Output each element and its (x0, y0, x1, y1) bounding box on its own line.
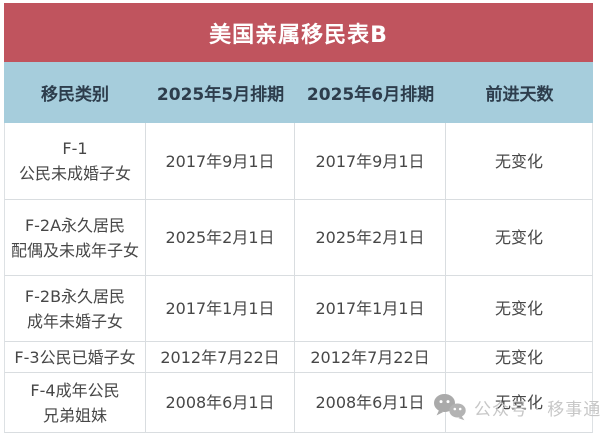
category-cell: F-2A永久居民 配偶及未成年子女 (4, 200, 146, 276)
june-date-cell: 2012年7月22日 (295, 342, 446, 373)
june-date-cell: 2017年1月1日 (295, 276, 446, 342)
header-cell-category: 移民类别 (4, 62, 146, 123)
header-cell-june: 2025年6月排期 (295, 62, 446, 123)
june-date-cell: 2008年6月1日 (295, 373, 446, 433)
category-line: 公民未成婚子女 (18, 164, 131, 183)
advance-cell: 无变化 (446, 123, 593, 200)
category-cell: F-3公民已婚子女 (4, 342, 146, 373)
page-title: 美国亲属移民表B (209, 22, 388, 48)
june-date-cell: 2025年2月1日 (295, 200, 446, 276)
category-line: 配偶及未成年子女 (10, 240, 139, 260)
watermark-label: 公众号 · 移事通 (474, 399, 600, 420)
category-cell: F-2B永久居民 成年未婚子女 (4, 276, 146, 342)
advance-cell: 无变化 (446, 200, 593, 276)
watermark: 公众号 · 移事通 (433, 393, 600, 421)
may-date-cell: 2008年6月1日 (146, 373, 295, 433)
visa-table: 移民类别 2025年5月排期 2025年6月排期 前进天数 F-1 公民未成婚子… (4, 62, 593, 433)
may-date-cell: 2017年9月1日 (146, 123, 295, 200)
may-date-cell: 2017年1月1日 (146, 276, 295, 342)
category-line: F-1 (62, 139, 88, 158)
category-line: F-2B永久居民 (24, 286, 126, 306)
visa-bulletin-card: 美国亲属移民表B 移民类别 2025年5月排期 2025年6月排期 前进天数 F… (4, 3, 593, 433)
title-bar: 美国亲属移民表B (4, 3, 593, 62)
header-cell-may: 2025年5月排期 (146, 62, 295, 123)
category-line: F-2A永久居民 (24, 215, 126, 235)
advance-cell: 无变化 (446, 373, 593, 433)
category-cell: F-1 公民未成婚子女 (4, 123, 146, 200)
category-line: 兄弟姐妹 (42, 405, 107, 425)
june-date-cell: 2017年9月1日 (295, 123, 446, 200)
header-cell-advance: 前进天数 (446, 62, 593, 123)
category-line: F-3公民已婚子女 (14, 347, 136, 367)
category-cell: F-4成年公民 兄弟姐妹 (4, 373, 146, 433)
may-date-cell: 2025年2月1日 (146, 200, 295, 276)
advance-cell: 无变化 (446, 342, 593, 373)
category-line: F-4成年公民 (30, 380, 120, 400)
wechat-icon (433, 393, 467, 421)
advance-cell: 无变化 (446, 276, 593, 342)
may-date-cell: 2012年7月22日 (146, 342, 295, 373)
category-line: 成年未婚子女 (26, 311, 123, 331)
